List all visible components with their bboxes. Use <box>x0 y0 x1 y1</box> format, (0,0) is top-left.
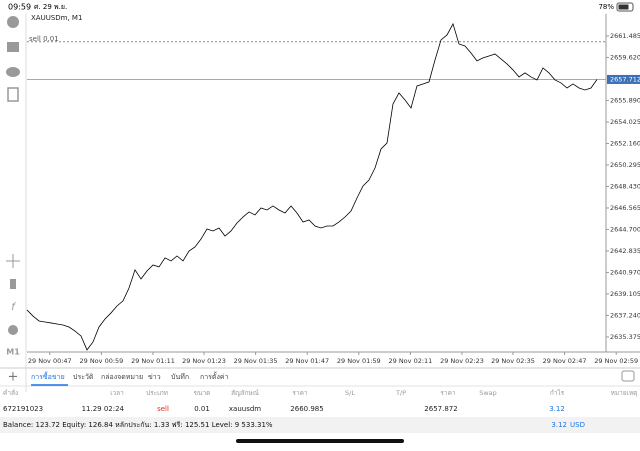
status-date: ศ. 29 พ.ย. <box>34 3 67 11</box>
y-tick-label: 2644.700 <box>610 225 640 233</box>
column-header: ราคา <box>292 389 307 397</box>
x-tick-label: 29 Nov 02:23 <box>440 357 484 365</box>
battery-icon <box>616 2 634 12</box>
home-indicator <box>236 439 404 443</box>
y-tick-label: 2639.105 <box>610 290 640 298</box>
footer-summary: Balance: 123.72 Equity: 126.84 หลักประกั… <box>3 421 273 429</box>
price-line-series <box>26 22 598 351</box>
x-tick-label: 29 Nov 02:35 <box>491 357 535 365</box>
x-tick-label: 29 Nov 01:23 <box>182 357 226 365</box>
x-tick-label: 29 Nov 01:11 <box>131 357 175 365</box>
tab[interactable]: กล่องจดหมาย <box>101 373 143 381</box>
cell-open-price[interactable]: 2660.985 <box>290 405 323 413</box>
y-tick-label: 2646.565 <box>610 204 640 212</box>
column-header: S/L <box>345 389 355 397</box>
footer-band <box>0 417 640 433</box>
y-tick-label: 2659.620 <box>610 53 640 61</box>
x-tick-label: 29 Nov 02:11 <box>388 357 432 365</box>
y-tick-label: 2652.160 <box>610 139 640 147</box>
tab[interactable]: การซื้อขาย <box>31 370 65 381</box>
expand-icon[interactable] <box>621 370 635 382</box>
cell-type[interactable]: sell <box>157 405 169 413</box>
column-header: Swap <box>479 389 497 397</box>
y-tick-label: 2650.295 <box>610 161 640 169</box>
y-tick-label: 2642.835 <box>610 247 640 255</box>
footer-profit: 3.12 <box>551 421 567 429</box>
chart-symbol: XAUUSDm, M1 <box>31 14 82 22</box>
crosshair-icon[interactable] <box>6 254 20 268</box>
column-header: ประเภท <box>146 389 168 397</box>
x-tick-label: 29 Nov 00:59 <box>79 357 123 365</box>
price-label: 2657.712 <box>610 75 640 83</box>
timeframe[interactable]: M1 <box>6 348 20 357</box>
x-tick-label: 29 Nov 02:59 <box>594 357 638 365</box>
tab[interactable]: ประวัติ <box>73 373 94 381</box>
x-tick-label: 29 Nov 01:59 <box>337 357 381 365</box>
cell-profit[interactable]: 3.12 <box>549 405 565 413</box>
cell-volume[interactable]: 0.01 <box>194 405 210 413</box>
y-tick-label: 2635.375 <box>610 333 640 341</box>
cell-price[interactable]: 2657.872 <box>424 405 457 413</box>
x-tick-label: 29 Nov 00:47 <box>28 357 72 365</box>
add-button[interactable]: + <box>8 370 19 385</box>
y-tick-label: 2648.430 <box>610 182 640 190</box>
column-header: ขนาด <box>194 389 211 397</box>
column-header: คำสั่ง <box>3 388 18 397</box>
y-tick-label: 2654.025 <box>610 118 640 126</box>
x-tick-label: 29 Nov 01:35 <box>234 357 278 365</box>
indicator-icon[interactable]: f <box>11 302 16 313</box>
column-header: หมายเหตุ <box>611 389 638 397</box>
cell-symbol[interactable]: xauusdm <box>229 405 261 413</box>
tab[interactable]: บันทึก <box>171 372 189 381</box>
status-battery: 78% <box>598 3 614 11</box>
y-tick-label: 2661.485 <box>610 32 640 40</box>
column-header: เวลา <box>110 389 124 397</box>
column-header: สัญลักษณ์ <box>231 389 259 397</box>
battery-level <box>618 4 629 10</box>
objects-icon[interactable] <box>8 325 18 335</box>
y-tick-label: 2640.970 <box>610 268 640 276</box>
candle-icon[interactable] <box>10 279 16 289</box>
x-tick-label: 29 Nov 02:47 <box>543 357 587 365</box>
new-icon[interactable] <box>7 87 19 102</box>
price-label-bg <box>607 74 640 84</box>
status-time: 09:59 <box>8 3 31 12</box>
chat-icon[interactable] <box>6 67 20 77</box>
x-tick-label: 29 Nov 01:47 <box>285 357 329 365</box>
footer-currency: USD <box>570 421 585 429</box>
column-header: T/P <box>395 389 406 397</box>
cell-ticket[interactable]: 672191023 <box>3 405 43 413</box>
y-tick-label: 2637.240 <box>610 311 640 319</box>
tab[interactable]: การตั้งค่า <box>200 370 229 381</box>
y-tick-label: 2655.890 <box>610 96 640 104</box>
tab[interactable]: ข่าว <box>148 373 161 381</box>
order-label: sell 0.01 <box>29 35 59 43</box>
trade-icon[interactable] <box>7 42 19 52</box>
column-header: ราคา <box>440 389 455 397</box>
column-header: กำไร <box>550 389 565 397</box>
account-icon[interactable] <box>7 16 19 28</box>
cell-time[interactable]: 11.29 02:24 <box>82 405 125 413</box>
